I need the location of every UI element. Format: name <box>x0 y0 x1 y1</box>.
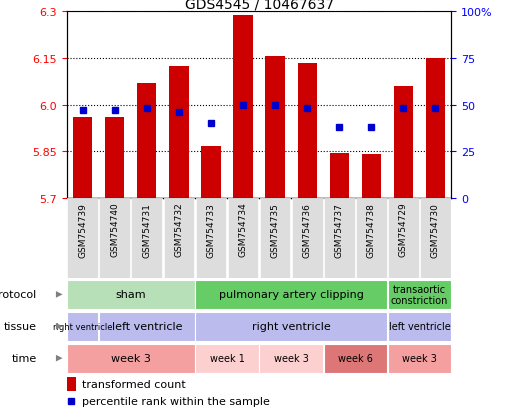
Text: GSM754730: GSM754730 <box>431 202 440 257</box>
FancyBboxPatch shape <box>164 198 194 278</box>
Text: GSM754739: GSM754739 <box>78 202 87 257</box>
Bar <box>329 153 349 198</box>
Text: GSM754737: GSM754737 <box>334 202 344 257</box>
Text: sham: sham <box>115 290 146 300</box>
Bar <box>73 118 92 198</box>
Text: week 3: week 3 <box>274 353 308 363</box>
Text: left ventricle: left ventricle <box>388 321 450 332</box>
Bar <box>298 64 317 198</box>
FancyBboxPatch shape <box>324 198 354 278</box>
FancyBboxPatch shape <box>388 344 451 373</box>
Text: GSM754731: GSM754731 <box>142 202 151 257</box>
Text: left ventricle: left ventricle <box>112 321 182 332</box>
Bar <box>233 15 252 198</box>
FancyBboxPatch shape <box>388 198 419 278</box>
Text: week 3: week 3 <box>402 353 437 363</box>
FancyBboxPatch shape <box>67 198 98 278</box>
Bar <box>265 57 285 198</box>
Text: right ventricle: right ventricle <box>53 322 112 331</box>
Bar <box>169 66 189 198</box>
Text: GSM754736: GSM754736 <box>303 202 312 257</box>
FancyBboxPatch shape <box>67 344 194 373</box>
Text: percentile rank within the sample: percentile rank within the sample <box>82 396 270 406</box>
Text: GSM754738: GSM754738 <box>367 202 376 257</box>
Bar <box>362 155 381 198</box>
FancyBboxPatch shape <box>195 280 387 309</box>
FancyBboxPatch shape <box>195 344 259 373</box>
Text: GSM754733: GSM754733 <box>206 202 215 257</box>
FancyBboxPatch shape <box>260 198 290 278</box>
FancyBboxPatch shape <box>324 344 387 373</box>
FancyBboxPatch shape <box>99 312 194 341</box>
Bar <box>201 147 221 198</box>
Bar <box>67 377 76 391</box>
Bar <box>426 59 445 198</box>
FancyBboxPatch shape <box>388 312 451 341</box>
Text: pulmonary artery clipping: pulmonary artery clipping <box>219 290 364 300</box>
FancyBboxPatch shape <box>195 312 387 341</box>
FancyBboxPatch shape <box>195 198 226 278</box>
FancyBboxPatch shape <box>228 198 259 278</box>
Text: GSM754740: GSM754740 <box>110 202 120 257</box>
Text: transaortic
constriction: transaortic constriction <box>391 284 448 306</box>
FancyBboxPatch shape <box>131 198 162 278</box>
Text: GSM754734: GSM754734 <box>239 202 248 257</box>
Text: tissue: tissue <box>4 321 37 332</box>
Title: GDS4545 / 10467637: GDS4545 / 10467637 <box>185 0 333 11</box>
Text: week 1: week 1 <box>210 353 244 363</box>
FancyBboxPatch shape <box>260 344 323 373</box>
Text: GSM754732: GSM754732 <box>174 202 184 257</box>
Text: right ventricle: right ventricle <box>252 321 330 332</box>
Text: GSM754729: GSM754729 <box>399 202 408 257</box>
Bar <box>137 83 156 198</box>
Text: time: time <box>11 353 37 363</box>
FancyBboxPatch shape <box>420 198 451 278</box>
FancyBboxPatch shape <box>356 198 387 278</box>
Text: GSM754735: GSM754735 <box>270 202 280 257</box>
Bar <box>105 118 124 198</box>
Bar <box>393 87 413 198</box>
Text: week 6: week 6 <box>338 353 372 363</box>
FancyBboxPatch shape <box>67 280 194 309</box>
Text: transformed count: transformed count <box>82 379 186 389</box>
FancyBboxPatch shape <box>67 312 98 341</box>
FancyBboxPatch shape <box>292 198 323 278</box>
Text: protocol: protocol <box>0 290 37 300</box>
FancyBboxPatch shape <box>388 280 451 309</box>
FancyBboxPatch shape <box>100 198 130 278</box>
Text: week 3: week 3 <box>111 353 151 363</box>
